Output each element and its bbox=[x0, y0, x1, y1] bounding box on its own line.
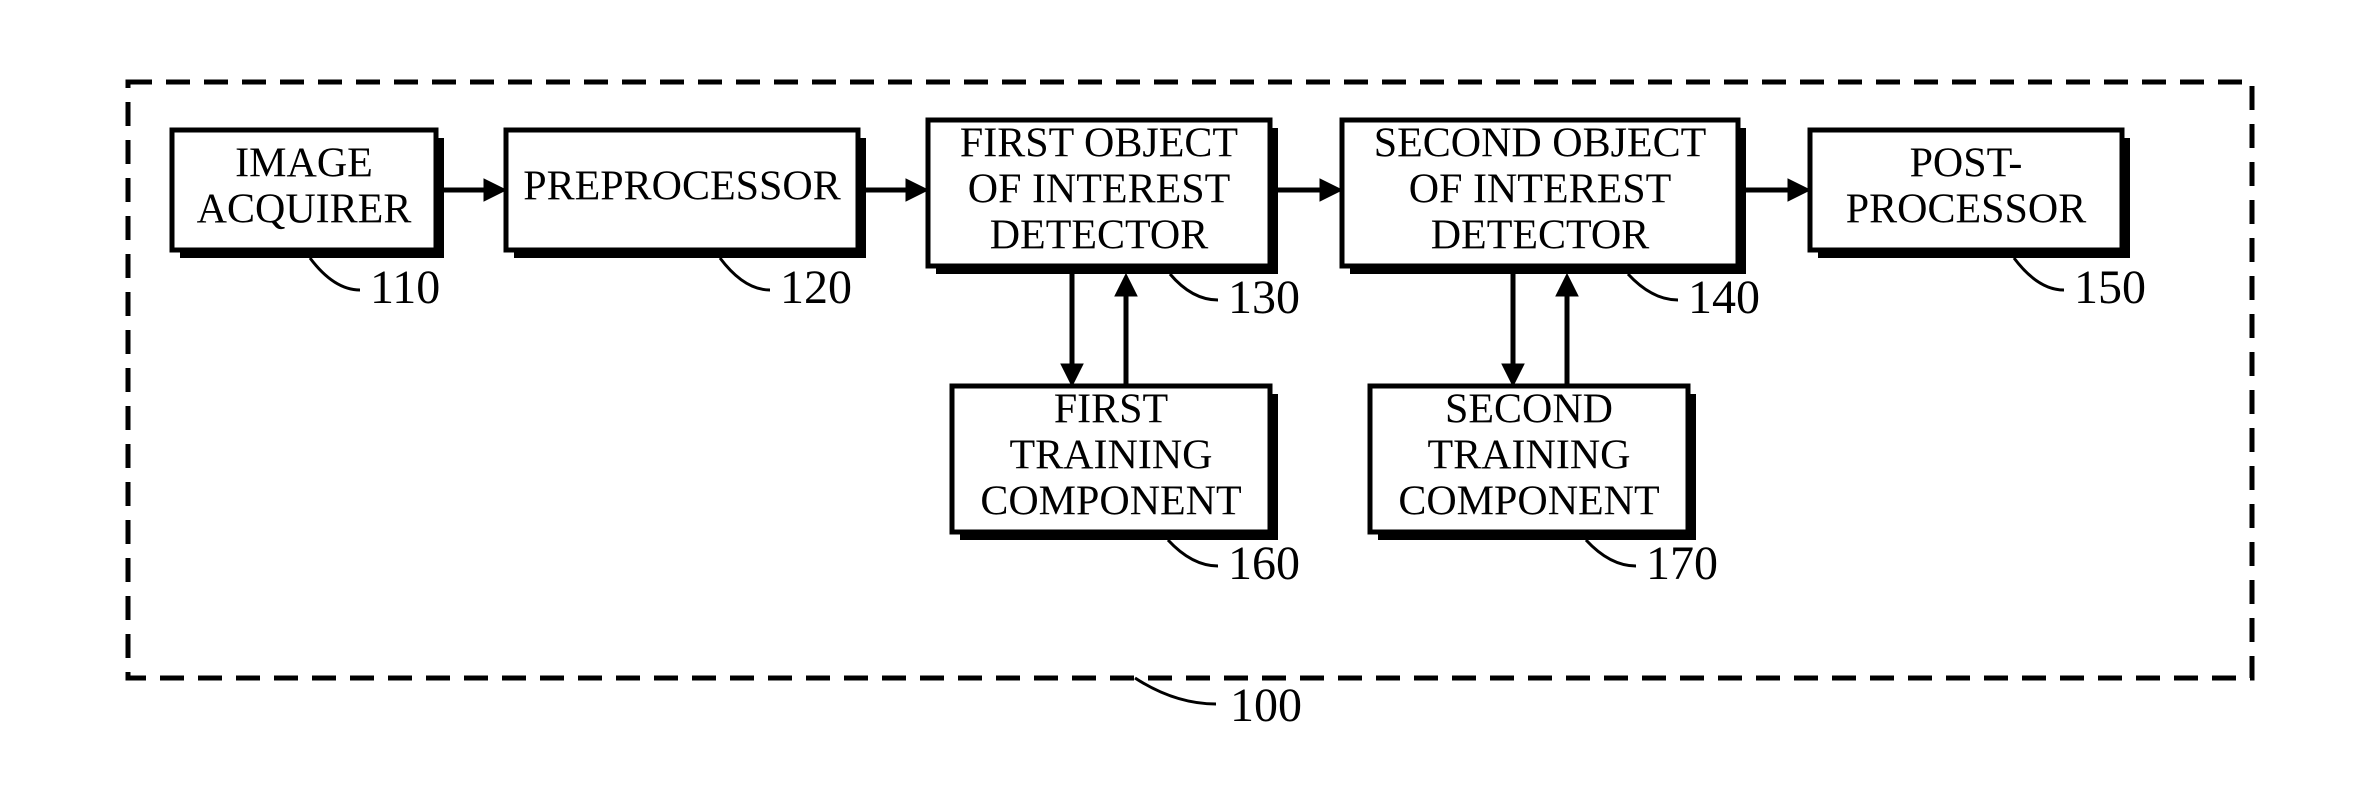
ref-leader-110 bbox=[310, 258, 360, 290]
node-label-150-line0: POST- bbox=[1910, 141, 2023, 187]
ref-leader-120 bbox=[720, 258, 770, 290]
node-label-140-line0: SECOND OBJECT bbox=[1374, 121, 1707, 167]
node-label-170-line1: TRAINING bbox=[1428, 433, 1631, 479]
node-label-130-line0: FIRST OBJECT bbox=[960, 121, 1238, 167]
vedge-down-v140 bbox=[1502, 274, 1524, 386]
node-label-140-line2: DETECTOR bbox=[1431, 213, 1650, 259]
node-label-170-line2: COMPONENT bbox=[1398, 479, 1659, 525]
vedge-up-v140 bbox=[1556, 274, 1578, 386]
ref-label-150: 150 bbox=[2074, 261, 2146, 314]
node-label-160-line1: TRAINING bbox=[1010, 433, 1213, 479]
block-diagram: 100 IMAGEACQUIRER 110 PREPROCESSOR 120 FIRST … bbox=[0, 0, 2373, 796]
vedge-down-v130 bbox=[1061, 274, 1083, 386]
node-130: FIRST OBJECTOF INTERESTDETECTOR 130 bbox=[928, 120, 1300, 324]
node-110: IMAGEACQUIRER 110 bbox=[172, 130, 444, 314]
node-160: FIRSTTRAININGCOMPONENT 160 bbox=[952, 386, 1300, 590]
ref-label-140: 140 bbox=[1688, 271, 1760, 324]
node-label-110-line0: IMAGE bbox=[235, 141, 373, 187]
edge-e3 bbox=[1278, 179, 1342, 201]
node-label-130-line2: DETECTOR bbox=[990, 213, 1209, 259]
edge-e1 bbox=[444, 179, 506, 201]
ref-label-160: 160 bbox=[1228, 537, 1300, 590]
node-label-170-line0: SECOND bbox=[1445, 387, 1613, 433]
edge-e4 bbox=[1746, 179, 1810, 201]
node-label-140-line1: OF INTEREST bbox=[1409, 167, 1672, 213]
ref-leader-170 bbox=[1586, 540, 1636, 566]
ref-label-110: 110 bbox=[370, 261, 440, 314]
node-label-130-line1: OF INTEREST bbox=[968, 167, 1231, 213]
ref-leader-160 bbox=[1168, 540, 1218, 566]
node-150: POST-PROCESSOR 150 bbox=[1810, 130, 2146, 314]
node-label-110-line1: ACQUIRER bbox=[197, 187, 412, 233]
edge-e2 bbox=[866, 179, 928, 201]
ref-label-120: 120 bbox=[780, 261, 852, 314]
ref-label-170: 170 bbox=[1646, 537, 1718, 590]
ref-label-130: 130 bbox=[1228, 271, 1300, 324]
ref-leader-150 bbox=[2014, 258, 2064, 290]
node-label-150-line1: PROCESSOR bbox=[1846, 187, 2086, 233]
ref-leader-140 bbox=[1628, 274, 1678, 300]
ref-leader-130 bbox=[1170, 274, 1218, 300]
node-120: PREPROCESSOR 120 bbox=[506, 130, 866, 314]
ref-label-100: 100 bbox=[1230, 679, 1302, 732]
node-140: SECOND OBJECTOF INTERESTDETECTOR 140 bbox=[1342, 120, 1760, 324]
node-170: SECONDTRAININGCOMPONENT 170 bbox=[1370, 386, 1718, 590]
ref-leader-100 bbox=[1135, 678, 1216, 704]
vedge-up-v130 bbox=[1115, 274, 1137, 386]
node-label-120-line0: PREPROCESSOR bbox=[523, 164, 840, 210]
node-label-160-line0: FIRST bbox=[1054, 387, 1168, 433]
node-label-160-line2: COMPONENT bbox=[980, 479, 1241, 525]
